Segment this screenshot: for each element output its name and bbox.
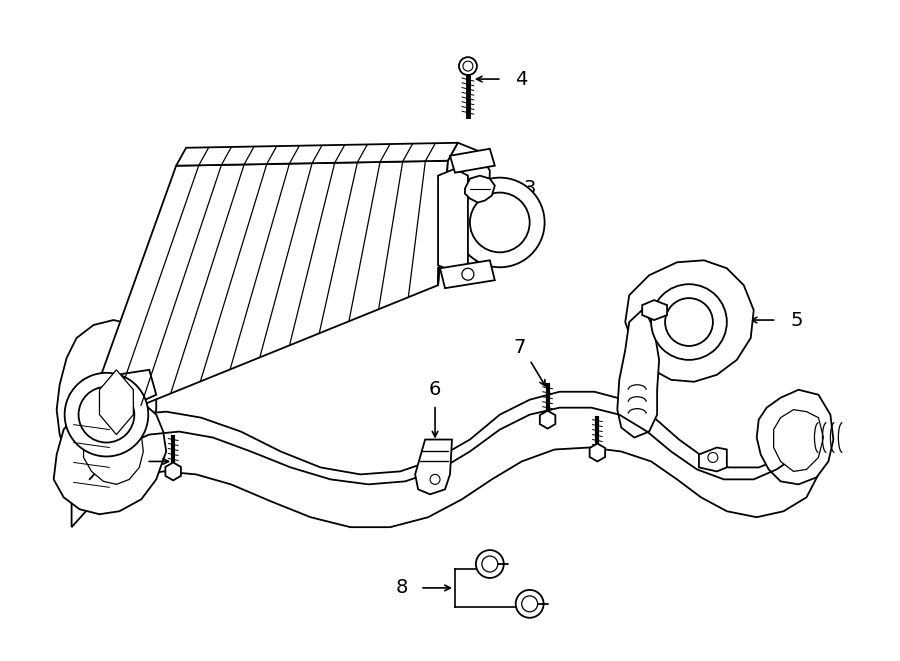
- Polygon shape: [100, 370, 133, 434]
- Polygon shape: [176, 143, 458, 166]
- Circle shape: [462, 268, 474, 280]
- Text: 8: 8: [396, 578, 409, 598]
- Polygon shape: [438, 143, 490, 285]
- Polygon shape: [440, 260, 495, 288]
- Circle shape: [65, 373, 148, 457]
- Polygon shape: [54, 395, 166, 514]
- Text: 2: 2: [121, 452, 132, 471]
- Circle shape: [470, 192, 530, 253]
- Circle shape: [455, 178, 544, 267]
- Polygon shape: [450, 149, 495, 173]
- Text: 6: 6: [429, 380, 441, 399]
- Circle shape: [476, 550, 504, 578]
- Polygon shape: [84, 418, 143, 485]
- Circle shape: [459, 57, 477, 75]
- Circle shape: [78, 387, 134, 442]
- Circle shape: [708, 453, 718, 463]
- Polygon shape: [626, 260, 753, 382]
- Polygon shape: [57, 320, 159, 477]
- Polygon shape: [465, 176, 495, 202]
- Text: 3: 3: [524, 179, 536, 198]
- Circle shape: [665, 298, 713, 346]
- Text: 7: 7: [514, 338, 526, 358]
- Polygon shape: [757, 390, 833, 485]
- Circle shape: [522, 596, 537, 612]
- Polygon shape: [699, 447, 727, 471]
- Polygon shape: [617, 308, 659, 438]
- Text: 1: 1: [220, 186, 232, 205]
- Text: 4: 4: [516, 69, 528, 89]
- Polygon shape: [82, 161, 448, 430]
- Polygon shape: [415, 440, 452, 494]
- Circle shape: [482, 556, 498, 572]
- Polygon shape: [438, 169, 468, 272]
- Polygon shape: [72, 392, 818, 527]
- Text: 5: 5: [790, 311, 803, 330]
- Circle shape: [652, 284, 727, 360]
- Polygon shape: [774, 410, 824, 471]
- Circle shape: [463, 61, 473, 71]
- Polygon shape: [69, 370, 157, 428]
- Polygon shape: [643, 300, 667, 320]
- Circle shape: [430, 475, 440, 485]
- Circle shape: [516, 590, 544, 618]
